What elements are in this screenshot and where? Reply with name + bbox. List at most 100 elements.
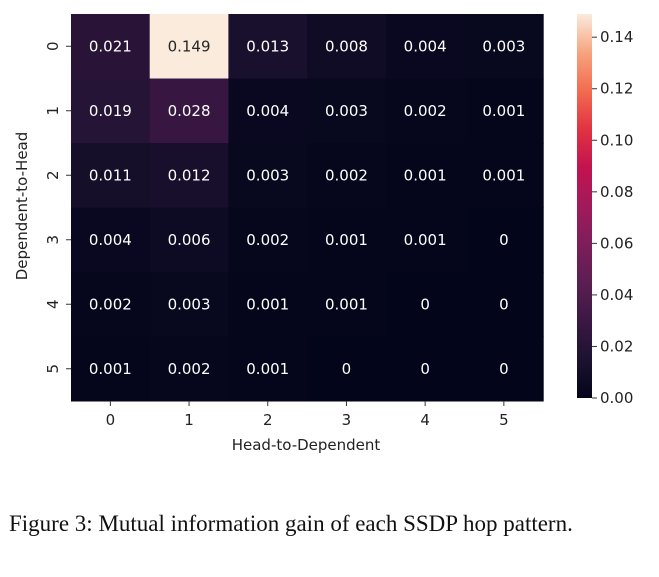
cell-value-label-r1-c5: 0.001 [482,102,525,120]
heatmap-cell-r5-c4 [385,336,465,402]
cell-value-label-r2-c0: 0.011 [89,166,132,184]
cell-value-label-r5-c1: 0.002 [168,360,211,378]
heatmap-cell-r0-c0 [71,14,151,79]
colorbar-ticks: 0.00 0.02 0.04 0.06 0.08 0.10 0.12 0.14 [592,28,633,407]
heatmap-cell-r0-c4 [385,14,465,79]
heatmap-cell-r3-c3 [307,207,387,273]
heatmap-cell-r3-c5 [464,207,544,273]
heatmap-cell-r4-c4 [385,272,465,337]
colorbar-tick-label-1: 0.02 [600,337,633,355]
cell-value-label-r3-c1: 0.006 [168,231,211,249]
y-axis-label: Dependent-to-Head [13,132,31,281]
cell-value-label-r1-c1: 0.028 [168,102,211,120]
heatmap-cell-r0-c1 [149,14,229,79]
cell-value-label-r1-c4: 0.002 [404,102,447,120]
heatmap-cell-r2-c5 [464,143,544,208]
cell-value-label-r0-c0: 0.021 [89,37,132,55]
cell-value-label-r5-c3: 0 [342,360,352,378]
heatmap-cell-r5-c3 [307,336,387,402]
colorbar [577,14,592,398]
heatmap-cell-r1-c3 [307,78,387,144]
cell-value-label-r4-c0: 0.002 [89,295,132,313]
heatmap-cell-r0-c3 [307,14,387,79]
cell-value-label-r5-c5: 0 [499,360,509,378]
x-tick-label-3: 3 [342,411,352,429]
x-tick-label-5: 5 [499,411,509,429]
colorbar-tick-label-5: 0.10 [600,131,633,149]
cell-value-label-r3-c4: 0.001 [404,231,447,249]
cell-value-label-r2-c2: 0.003 [246,166,289,184]
cell-value-label-r3-c5: 0 [499,231,509,249]
heatmap-cell-r1-c2 [228,78,308,144]
colorbar-tick-label-0: 0.00 [600,389,633,407]
colorbar-tick-label-4: 0.08 [600,183,633,201]
figure-caption: Figure 3: Mutual information gain of eac… [9,511,573,536]
x-axis-ticks: 0 1 2 3 4 5 [106,401,509,429]
cell-value-label-r3-c0: 0.004 [89,231,132,249]
y-tick-label-0: 0 [44,41,62,51]
cell-value-label-r2-c3: 0.002 [325,166,368,184]
heatmap-cell-r2-c3 [307,143,387,208]
cell-value-label-r2-c1: 0.012 [168,166,211,184]
heatmap-cell-r4-c5 [464,272,544,337]
colorbar-tick-label-6: 0.12 [600,80,633,98]
cell-value-label-r5-c4: 0 [420,360,430,378]
x-tick-label-2: 2 [263,411,273,429]
cell-value-label-r3-c2: 0.002 [246,231,289,249]
colorbar-tick-label-3: 0.06 [600,234,633,252]
cell-value-label-r1-c3: 0.003 [325,102,368,120]
y-tick-label-3: 3 [44,235,62,245]
cell-value-label-r0-c5: 0.003 [482,37,525,55]
x-tick-label-0: 0 [106,411,116,429]
heatmap-cell-r2-c0 [71,143,151,208]
heatmap-cell-r4-c0 [71,272,151,337]
heatmap-cell-r5-c2 [228,336,308,402]
x-tick-label-1: 1 [184,411,194,429]
heatmap-cell-r3-c1 [149,207,229,273]
cell-value-label-r1-c0: 0.019 [89,102,132,120]
cell-value-label-r5-c0: 0.001 [89,360,132,378]
cell-value-label-r4-c3: 0.001 [325,295,368,313]
colorbar-tick-label-7: 0.14 [600,28,633,46]
cell-value-label-r0-c3: 0.008 [325,37,368,55]
heatmap-cell-r4-c2 [228,272,308,337]
heatmap-cell-r3-c4 [385,207,465,273]
y-tick-label-4: 4 [44,299,62,309]
y-tick-label-2: 2 [44,170,62,180]
cell-value-label-r0-c1: 0.149 [168,37,211,55]
heatmap-cell-r3-c2 [228,207,308,273]
heatmap-cell-r1-c0 [71,78,151,144]
heatmap-cell-r4-c1 [149,272,229,337]
y-tick-label-5: 5 [44,364,62,374]
heatmap-cell-labels: 0.021 0.149 0.013 0.008 0.004 0.003 0.019 0.028… [89,37,525,378]
heatmap-cell-r2-c4 [385,143,465,208]
cell-value-label-r0-c2: 0.013 [246,37,289,55]
heatmap-cells [71,14,544,402]
cell-value-label-r1-c2: 0.004 [246,102,289,120]
cell-value-label-r3-c3: 0.001 [325,231,368,249]
colorbar-tick-label-2: 0.04 [600,286,633,304]
heatmap-cell-r0-c5 [464,14,544,79]
heatmap-cell-r1-c4 [385,78,465,144]
heatmap-cell-r2-c1 [149,143,229,208]
cell-value-label-r2-c5: 0.001 [482,166,525,184]
heatmap-cell-r5-c5 [464,336,544,402]
cell-value-label-r0-c4: 0.004 [404,37,447,55]
x-axis-label: Head-to-Dependent [232,436,381,454]
heatmap-cell-r4-c3 [307,272,387,337]
x-tick-label-4: 4 [420,411,430,429]
cell-value-label-r5-c2: 0.001 [246,360,289,378]
heatmap-cell-r2-c2 [228,143,308,208]
cell-value-label-r2-c4: 0.001 [404,166,447,184]
heatmap-cell-r5-c1 [149,336,229,402]
heatmap-cell-r5-c0 [71,336,151,402]
cell-value-label-r4-c1: 0.003 [168,295,211,313]
heatmap-cell-r1-c1 [149,78,229,144]
heatmap-cell-r0-c2 [228,14,308,79]
heatmap-cell-r1-c5 [464,78,544,144]
heatmap-cell-r3-c0 [71,207,151,273]
cell-value-label-r4-c5: 0 [499,295,509,313]
cell-value-label-r4-c2: 0.001 [246,295,289,313]
y-axis-ticks: 0 1 2 3 4 5 [44,41,71,374]
